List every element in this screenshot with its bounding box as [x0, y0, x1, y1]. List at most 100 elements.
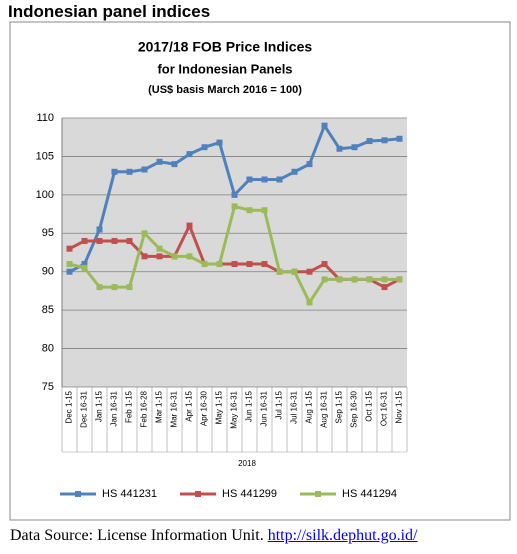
- point-marker: [231, 191, 238, 198]
- x-tick-label: Mar 1-15: [155, 390, 164, 423]
- y-tick-label: 105: [36, 150, 54, 162]
- x-axis-label: 2018: [238, 459, 256, 468]
- point-marker: [306, 268, 313, 275]
- x-tick-label: Aug 16-31: [320, 390, 329, 427]
- y-tick-label: 95: [42, 227, 54, 239]
- page-title: Indonesian panel indices: [8, 2, 211, 21]
- legend-marker: [75, 491, 81, 497]
- point-marker: [111, 237, 118, 244]
- point-marker: [396, 276, 403, 283]
- point-marker: [276, 176, 283, 183]
- point-marker: [381, 276, 388, 283]
- point-marker: [351, 144, 358, 151]
- point-marker: [321, 276, 328, 283]
- point-marker: [246, 261, 253, 268]
- point-marker: [231, 261, 238, 268]
- y-tick-label: 100: [36, 189, 54, 201]
- point-marker: [381, 284, 388, 291]
- point-marker: [261, 176, 268, 183]
- point-marker: [381, 137, 388, 144]
- point-marker: [291, 168, 298, 175]
- y-tick-label: 90: [42, 266, 54, 278]
- point-marker: [216, 139, 223, 146]
- x-tick-label: Jul 16-31: [290, 390, 299, 423]
- point-marker: [81, 237, 88, 244]
- point-marker: [156, 245, 163, 252]
- point-marker: [216, 261, 223, 268]
- point-marker: [126, 284, 133, 291]
- x-tick-label: Dec 1-15: [65, 390, 74, 423]
- chart-subtitle: for Indonesian Panels: [157, 61, 292, 76]
- point-marker: [141, 230, 148, 237]
- point-marker: [186, 253, 193, 260]
- point-marker: [156, 158, 163, 165]
- point-marker: [186, 151, 193, 158]
- point-marker: [111, 168, 118, 175]
- chart-note: (US$ basis March 2016 = 100): [148, 84, 302, 96]
- point-marker: [66, 268, 73, 275]
- footer-link[interactable]: http://silk.dephut.go.id/: [267, 527, 418, 544]
- point-marker: [246, 207, 253, 214]
- point-marker: [321, 261, 328, 268]
- x-tick-label: May 1-15: [215, 390, 224, 424]
- point-marker: [141, 166, 148, 173]
- x-tick-label: May 16-31: [230, 390, 239, 428]
- y-tick-label: 80: [42, 342, 54, 354]
- point-marker: [396, 135, 403, 142]
- point-marker: [291, 268, 298, 275]
- point-marker: [366, 276, 373, 283]
- point-marker: [171, 253, 178, 260]
- point-marker: [261, 261, 268, 268]
- point-marker: [81, 264, 88, 271]
- y-tick-label: 85: [42, 304, 54, 316]
- point-marker: [276, 268, 283, 275]
- x-tick-label: Feb 1-15: [125, 390, 134, 423]
- point-marker: [321, 122, 328, 129]
- y-tick-label: 75: [42, 381, 54, 393]
- point-marker: [366, 138, 373, 145]
- point-marker: [156, 253, 163, 260]
- plot-area: [62, 118, 407, 387]
- point-marker: [96, 226, 103, 233]
- point-marker: [66, 245, 73, 252]
- x-tick-label: Oct 16-31: [380, 390, 389, 426]
- point-marker: [126, 168, 133, 175]
- point-marker: [306, 299, 313, 306]
- x-tick-label: Jan 16-31: [110, 390, 119, 426]
- y-tick-label: 110: [36, 112, 54, 124]
- x-tick-label: Mar 16-31: [170, 390, 179, 427]
- x-tick-label: Jul 1-15: [275, 390, 284, 419]
- point-marker: [201, 144, 208, 151]
- legend-label: HS 441294: [342, 488, 397, 500]
- legend-label: HS 441231: [102, 488, 157, 500]
- x-tick-label: Jan 1-15: [95, 390, 104, 422]
- point-marker: [231, 203, 238, 210]
- x-tick-label: Sep 16-30: [350, 390, 359, 427]
- x-tick-label: Apr 16-30: [200, 390, 209, 426]
- legend-marker: [195, 491, 201, 497]
- point-marker: [336, 276, 343, 283]
- x-tick-label: Apr 1-15: [185, 390, 194, 421]
- point-marker: [126, 237, 133, 244]
- x-tick-label: Jun 16-31: [260, 390, 269, 426]
- point-marker: [96, 237, 103, 244]
- point-marker: [81, 261, 88, 268]
- x-tick-label: Dec 16-31: [80, 390, 89, 427]
- chart-title: 2017/18 FOB Price Indices: [138, 39, 313, 55]
- x-tick-label: Sep 1-15: [335, 390, 344, 423]
- point-marker: [246, 176, 253, 183]
- point-marker: [141, 253, 148, 260]
- footer: Data Source: License Information Unit. h…: [10, 527, 417, 545]
- point-marker: [261, 207, 268, 214]
- point-marker: [96, 284, 103, 291]
- x-tick-label: Nov 1-15: [395, 390, 404, 423]
- point-marker: [171, 161, 178, 168]
- x-tick-label: Jun 1-15: [245, 390, 254, 422]
- x-tick-label: Aug 1-15: [305, 390, 314, 423]
- footer-text: Data Source: License Information Unit.: [10, 527, 264, 544]
- x-tick-label: Feb 16-28: [140, 390, 149, 427]
- point-marker: [66, 261, 73, 268]
- point-marker: [186, 222, 193, 229]
